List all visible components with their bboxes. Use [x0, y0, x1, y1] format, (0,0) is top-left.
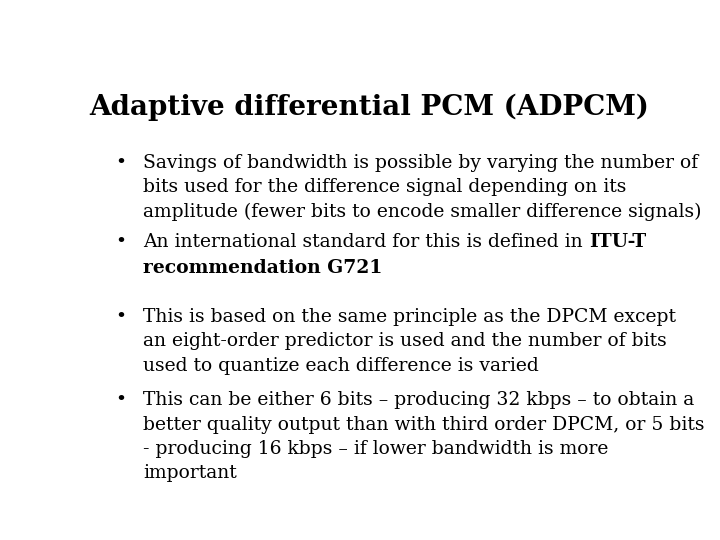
Text: recommendation G721: recommendation G721	[143, 259, 382, 278]
Text: •: •	[115, 391, 126, 409]
Text: Adaptive differential PCM (ADPCM): Adaptive differential PCM (ADPCM)	[89, 94, 649, 122]
Text: ITU-T: ITU-T	[589, 233, 646, 251]
Text: An international standard for this is defined in: An international standard for this is de…	[143, 233, 589, 251]
Text: This can be either 6 bits – producing 32 kbps – to obtain a
better quality outpu: This can be either 6 bits – producing 32…	[143, 391, 704, 482]
Text: •: •	[115, 308, 126, 326]
Text: •: •	[115, 154, 126, 172]
Text: •: •	[115, 233, 126, 251]
Text: Savings of bandwidth is possible by varying the number of
bits used for the diff: Savings of bandwidth is possible by vary…	[143, 154, 701, 221]
Text: This is based on the same principle as the DPCM except
an eight-order predictor : This is based on the same principle as t…	[143, 308, 676, 375]
